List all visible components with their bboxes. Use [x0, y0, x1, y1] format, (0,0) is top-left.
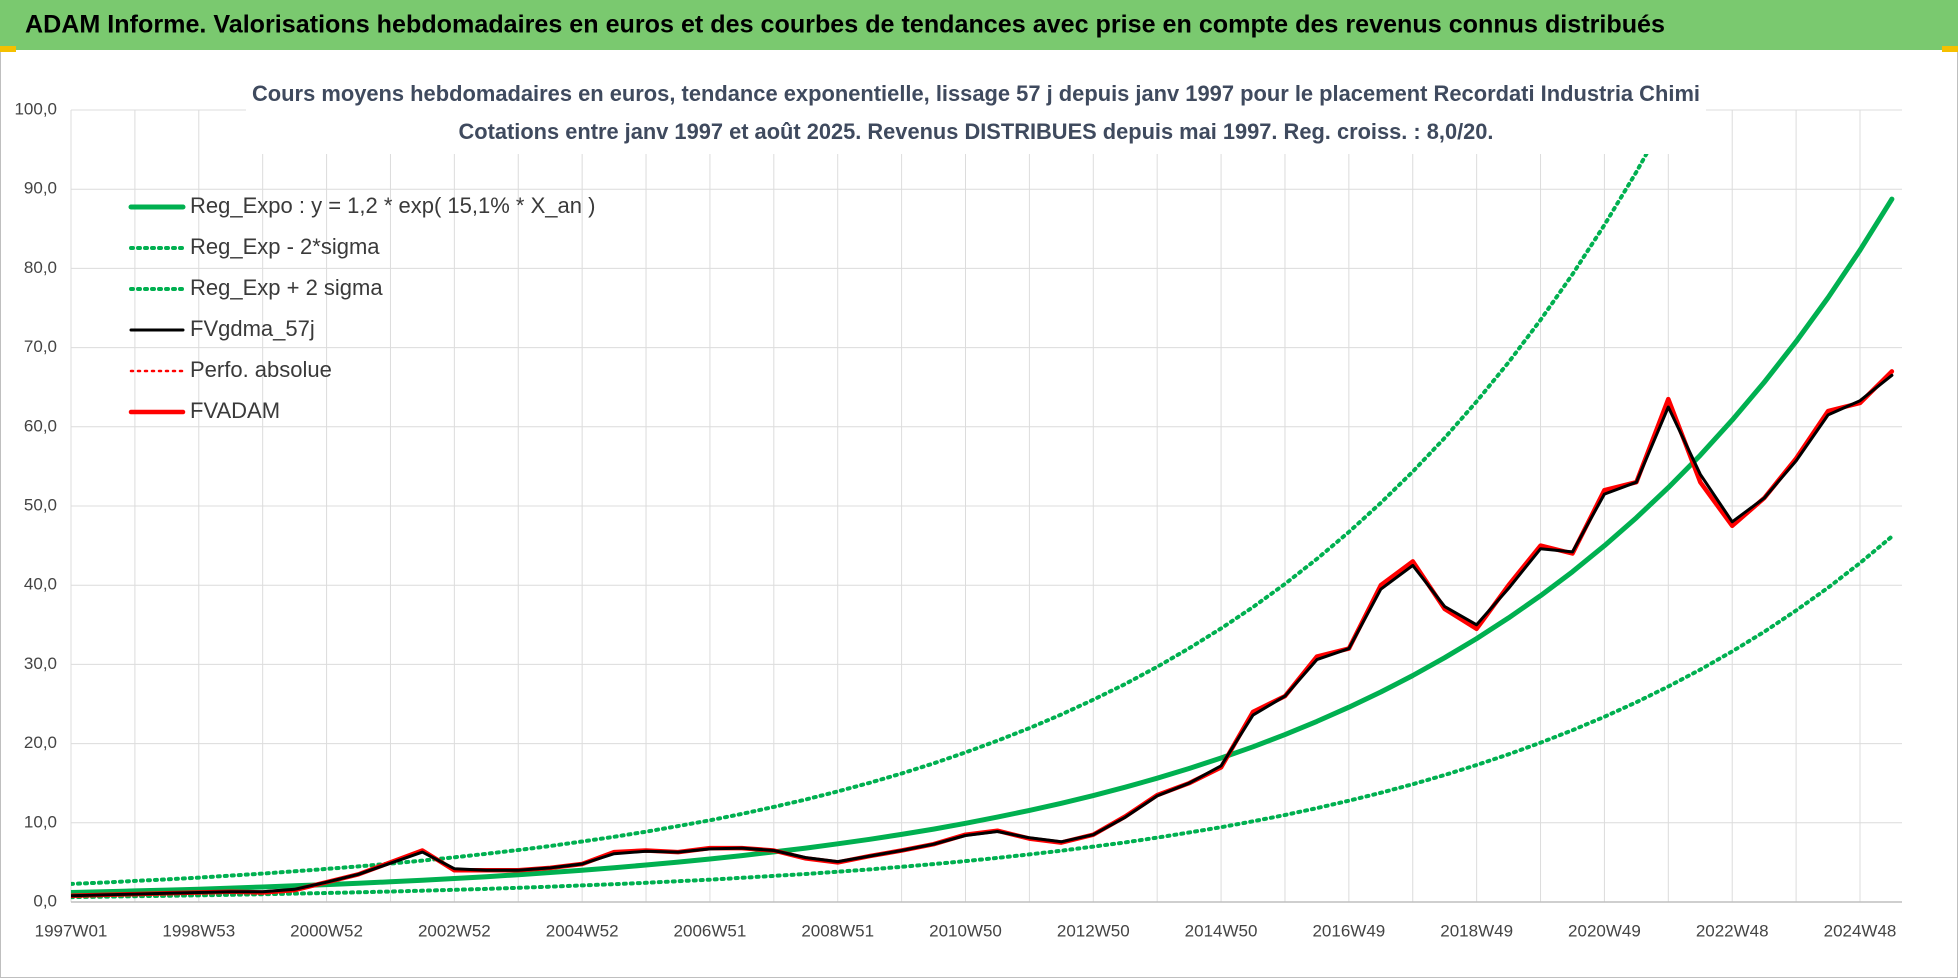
series-line: [71, 373, 1894, 898]
x-tick-label: 2004W52: [546, 921, 619, 940]
legend-label: Perfo. absolue: [190, 357, 332, 382]
y-tick-label: 20,0: [24, 733, 57, 752]
y-tick-label: 90,0: [24, 179, 57, 198]
corner: [1942, 46, 1958, 52]
x-tick-label: 2022W48: [1696, 921, 1769, 940]
x-tick-label: 2024W48: [1824, 921, 1897, 940]
header-title: ADAM Informe. Valorisations hebdomadaire…: [25, 11, 1665, 39]
y-tick-label: 50,0: [24, 495, 57, 514]
series-line: [71, 196, 1895, 895]
x-tick-label: 2012W50: [1057, 921, 1130, 940]
x-tick-label: 2020W49: [1568, 921, 1641, 940]
x-tick-label: 2014W50: [1185, 921, 1258, 940]
series-line: [71, 534, 1894, 900]
y-tick-label: 10,0: [24, 812, 57, 831]
corner: [0, 46, 16, 52]
chart-subtitle: Cotations entre janv 1997 et août 2025. …: [459, 119, 1494, 144]
y-tick-label: 80,0: [24, 258, 57, 277]
chart-title: Cours moyens hebdomadaires en euros, ten…: [252, 81, 1700, 106]
legend-label: FVADAM: [190, 398, 280, 423]
title-box: [246, 76, 1706, 154]
header-bar: [0, 0, 1958, 50]
legend-label: Reg_Exp + 2 sigma: [190, 275, 383, 300]
legend-label: FVgdma_57j: [190, 316, 315, 341]
y-tick-label: 40,0: [24, 575, 57, 594]
y-tick-label: 30,0: [24, 654, 57, 673]
legend-label: Reg_Expo : y = 1,2 * exp( 15,1% * X_an ): [190, 193, 595, 218]
x-tick-label: 2018W49: [1440, 921, 1513, 940]
legend-label: Reg_Exp - 2*sigma: [190, 234, 380, 259]
y-tick-label: 60,0: [24, 416, 57, 435]
y-tick-label: 0,0: [33, 891, 57, 910]
x-tick-label: 2016W49: [1312, 921, 1385, 940]
x-tick-label: 2002W52: [418, 921, 491, 940]
x-tick-label: 2006W51: [674, 921, 747, 940]
y-tick-label: 70,0: [24, 337, 57, 356]
y-tick-label: 100,0: [14, 99, 57, 118]
x-tick-label: 2000W52: [290, 921, 363, 940]
x-tick-label: 2008W51: [801, 921, 874, 940]
x-tick-label: 2010W50: [929, 921, 1002, 940]
x-tick-label: 1998W53: [162, 921, 235, 940]
x-tick-label: 1997W01: [35, 921, 108, 940]
series-line: [71, 110, 1673, 886]
